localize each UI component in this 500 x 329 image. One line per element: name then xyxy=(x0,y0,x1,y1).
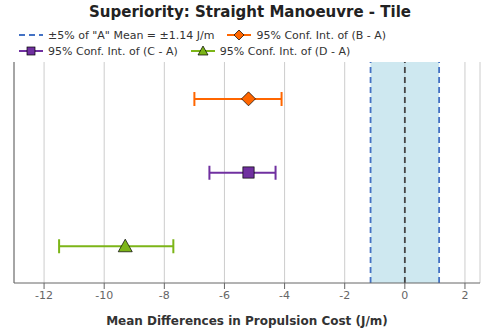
html-text:95% Conf. Int. of (B - A): 95% Conf. Int. of (B - A) xyxy=(256,28,387,42)
svg-text:-8: -8 xyxy=(159,289,170,302)
html-text:95% Conf. Int. of (D - A): 95% Conf. Int. of (D - A) xyxy=(219,44,351,58)
svg-text:2: 2 xyxy=(461,289,468,302)
svg-text:Mean Differences in Propulsion: Mean Differences in Propulsion Cost (J/m… xyxy=(106,314,388,328)
svg-text:-6: -6 xyxy=(219,289,230,302)
svg-text:-10: -10 xyxy=(95,289,113,302)
svg-text:0: 0 xyxy=(401,289,408,302)
html-text:Superiority: Straight Manoeuvr: Superiority: Straight Manoeuvre - Tile xyxy=(89,3,411,21)
svg-text:-4: -4 xyxy=(279,289,290,302)
svg-text:-2: -2 xyxy=(339,289,350,302)
html-text:±5% of "A" Mean = ±1.14 J/m: ±5% of "A" Mean = ±1.14 J/m xyxy=(48,28,215,42)
svg-text:-12: -12 xyxy=(35,289,53,302)
html-text:95% Conf. Int. of (C - A): 95% Conf. Int. of (C - A) xyxy=(48,44,178,58)
